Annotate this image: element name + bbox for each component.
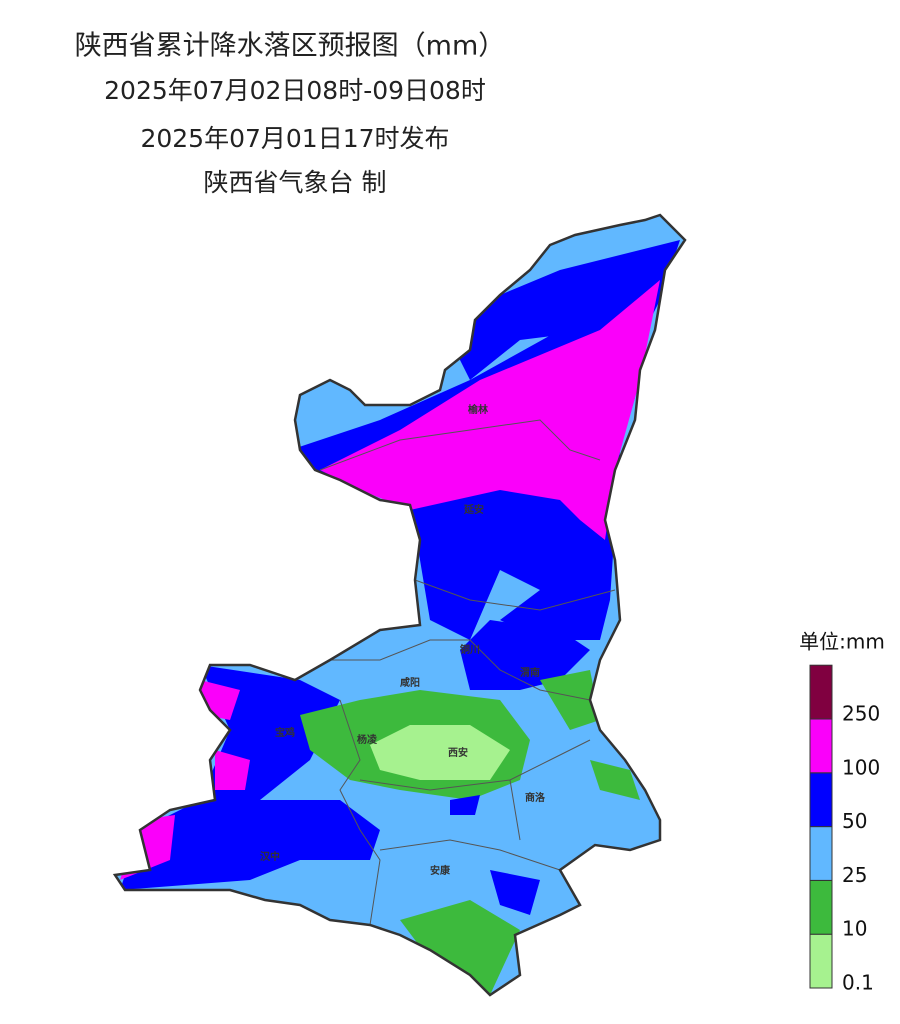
- city-label: 杨凌: [357, 733, 378, 746]
- title: 陕西省累计降水落区预报图（mm）: [75, 31, 506, 62]
- legend-swatch: [809, 879, 833, 935]
- legend-swatch: [809, 826, 833, 881]
- city-label: 汉中: [260, 850, 280, 863]
- legend-swatch: [809, 933, 833, 989]
- legend-swatch: [809, 664, 833, 720]
- legend-unit: 单位:mm: [799, 630, 885, 654]
- city-label: 咸阳: [400, 676, 420, 689]
- legend-label: 100: [842, 755, 880, 779]
- city-label: 西安: [448, 746, 468, 759]
- issuer: 陕西省气象台 制: [204, 168, 387, 197]
- issued: 2025年07月01日17时发布: [140, 124, 449, 153]
- city-label: 铜川: [460, 643, 480, 656]
- legend-label: 25: [842, 863, 867, 887]
- legend-label: 250: [842, 702, 880, 726]
- legend-swatch: [809, 772, 833, 828]
- rain-areas: [115, 215, 685, 995]
- city-label: 商洛: [525, 791, 546, 804]
- city-label: 安康: [430, 864, 451, 877]
- city-label: 延安: [463, 503, 484, 516]
- legend-label: 0.1: [842, 971, 874, 995]
- legend: 单位:mm 0.1 10 25 50 100 250: [799, 630, 885, 995]
- city-label: 渭南: [520, 666, 540, 679]
- city-label: 宝鸡: [275, 726, 295, 739]
- city-boundaries: [319, 419, 616, 926]
- legend-swatch: [809, 718, 833, 774]
- city-label: 榆林: [468, 403, 489, 416]
- legend-label: 50: [842, 809, 867, 833]
- period: 2025年07月02日08时-09日08时: [104, 76, 486, 105]
- legend-label: 10: [842, 917, 867, 941]
